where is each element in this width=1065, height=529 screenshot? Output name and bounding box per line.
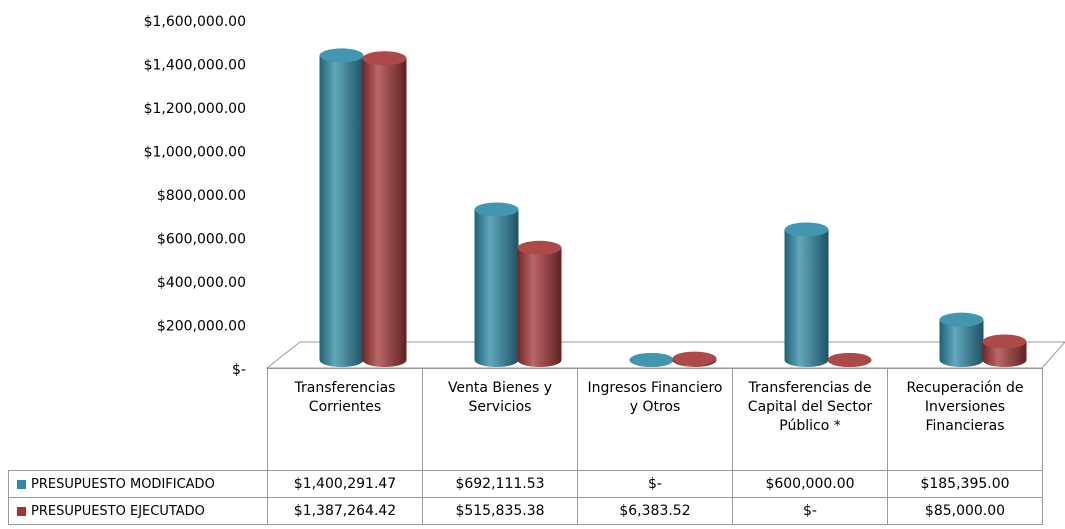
bar-body bbox=[319, 55, 364, 360]
value-label: $- bbox=[577, 470, 733, 498]
value-label: $85,000.00 bbox=[887, 497, 1043, 525]
legend-entry: PRESUPUESTO MODIFICADO bbox=[8, 470, 268, 498]
bar-base bbox=[319, 353, 364, 367]
legend-swatch bbox=[17, 479, 26, 489]
y-tick-label: $400,000.00 bbox=[157, 275, 246, 291]
bar-body bbox=[362, 58, 407, 360]
bar-body bbox=[517, 247, 562, 360]
bar bbox=[362, 51, 407, 367]
bar-top bbox=[982, 334, 1027, 349]
bar bbox=[474, 202, 519, 367]
legend-entry: PRESUPUESTO EJECUTADO bbox=[8, 497, 268, 525]
y-tick-label: $1,200,000.00 bbox=[144, 101, 246, 117]
y-tick-label: $- bbox=[232, 362, 246, 378]
bar-top bbox=[629, 353, 674, 367]
value-label: $600,000.00 bbox=[732, 470, 888, 498]
bar-top bbox=[474, 202, 519, 217]
bar bbox=[982, 334, 1027, 367]
bar-body bbox=[474, 209, 519, 360]
legend-label: PRESUPUESTO MODIFICADO bbox=[31, 476, 215, 492]
bar-body bbox=[784, 229, 829, 360]
bar-base bbox=[784, 353, 829, 367]
y-tick-label: $800,000.00 bbox=[157, 188, 246, 204]
category-header: Ingresos Financiero y Otros bbox=[577, 368, 733, 471]
y-tick-label: $1,600,000.00 bbox=[144, 14, 246, 30]
bar-base bbox=[939, 353, 984, 367]
bar bbox=[939, 312, 984, 367]
bar-base bbox=[982, 353, 1027, 367]
value-label: $- bbox=[732, 497, 888, 525]
category-header: Transferencias de Capital del Sector Púb… bbox=[732, 368, 888, 471]
category-header: Recuperación de Inversiones Financieras bbox=[887, 368, 1043, 471]
category-header: Venta Bienes y Servicios bbox=[422, 368, 578, 471]
value-label: $1,400,291.47 bbox=[267, 470, 423, 498]
bar-top bbox=[672, 351, 717, 366]
bar-top bbox=[939, 312, 984, 327]
bar-base bbox=[474, 353, 519, 367]
y-tick-label: $1,400,000.00 bbox=[144, 58, 246, 74]
value-label: $515,835.38 bbox=[422, 497, 578, 525]
legend-label: PRESUPUESTO EJECUTADO bbox=[31, 503, 205, 519]
bar-top bbox=[362, 51, 407, 66]
bar bbox=[517, 240, 562, 367]
value-label: $185,395.00 bbox=[887, 470, 1043, 498]
bar-base bbox=[362, 353, 407, 367]
value-label: $6,383.52 bbox=[577, 497, 733, 525]
category-header: Transferencias Corrientes bbox=[267, 368, 423, 471]
y-tick-label: $200,000.00 bbox=[157, 319, 246, 335]
bar bbox=[827, 353, 872, 367]
value-label: $692,111.53 bbox=[422, 470, 578, 498]
bar-base bbox=[517, 353, 562, 367]
bar bbox=[672, 351, 717, 367]
bar-top bbox=[517, 240, 562, 255]
bar-top bbox=[784, 222, 829, 237]
y-tick-label: $600,000.00 bbox=[157, 232, 246, 248]
value-label: $1,387,264.42 bbox=[267, 497, 423, 525]
legend-swatch bbox=[17, 506, 26, 516]
y-tick-label: $1,000,000.00 bbox=[144, 145, 246, 161]
bar bbox=[319, 48, 364, 367]
bar-top bbox=[319, 48, 364, 63]
bar bbox=[629, 353, 674, 367]
bar-top bbox=[827, 353, 872, 367]
bar bbox=[784, 222, 829, 367]
